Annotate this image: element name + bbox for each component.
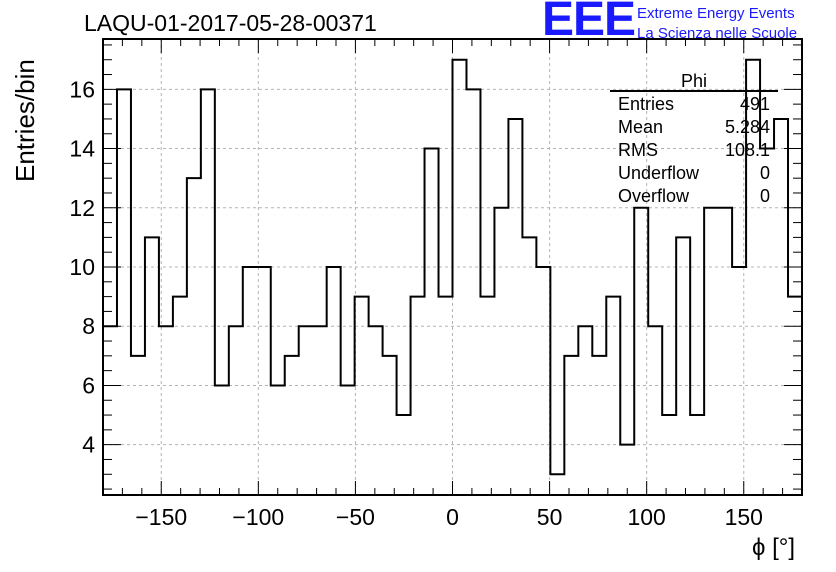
stats-box-value: 0 (760, 186, 770, 206)
histogram-bin (592, 356, 606, 495)
histogram-bin (173, 297, 187, 495)
histogram-bin (690, 415, 704, 495)
histogram-bin (536, 267, 550, 495)
histogram-bin (411, 297, 425, 495)
y-tick-label: 4 (82, 432, 95, 458)
histogram-bin (145, 237, 159, 495)
histogram-bin (355, 297, 369, 495)
histogram-bin (271, 385, 285, 495)
histogram-bin (564, 356, 578, 495)
histogram-bin (662, 415, 676, 495)
histogram-outline (103, 58, 802, 476)
histogram-bin (327, 267, 341, 495)
histogram-bin (732, 267, 746, 495)
histogram-bin (425, 149, 439, 495)
axis-ticks (102, 39, 803, 495)
stats-box-label: RMS (618, 140, 658, 160)
eee-logo: EEE (542, 0, 636, 46)
histogram-bin (117, 89, 131, 495)
stats-box-value: 491 (740, 94, 770, 114)
histogram-bin (522, 237, 536, 495)
histogram-bin (718, 208, 732, 495)
x-tick-label: 100 (627, 504, 665, 530)
stats-box-label: Underflow (618, 163, 700, 183)
histogram-bin (131, 356, 145, 495)
histogram-bin (215, 385, 229, 495)
histogram-bin (494, 208, 508, 495)
histogram-bin (383, 356, 397, 495)
histogram-bin (676, 237, 690, 495)
histogram-bin (103, 326, 117, 495)
y-tick-label: 12 (69, 195, 95, 221)
logo-caption-line1: Extreme Energy Events (637, 5, 795, 22)
histogram-bin (453, 60, 467, 495)
x-axis-label: ϕ [°] (752, 534, 796, 561)
y-tick-label: 10 (69, 254, 95, 280)
stats-box: Phi Entries 491 Mean 5.284 RMS 108.1 Underflow 0… (610, 71, 778, 206)
histogram-bin (299, 326, 313, 495)
stats-box-label: Overflow (618, 186, 690, 206)
histogram-series (103, 58, 802, 495)
y-tick-label: 8 (82, 313, 95, 339)
stats-box-title: Phi (681, 71, 707, 91)
histogram-bin (578, 326, 592, 495)
x-tick-label: 0 (446, 504, 459, 530)
histogram-bin (620, 445, 634, 495)
x-tick-label: 150 (725, 504, 763, 530)
histogram-bin (243, 267, 257, 495)
stats-box-value: 108.1 (725, 140, 770, 160)
histogram-bin (229, 326, 243, 495)
y-axis-label: Entries/bin (10, 59, 40, 182)
histogram-bin (187, 178, 201, 495)
histogram-bin (774, 119, 788, 495)
stats-box-value: 5.284 (725, 117, 770, 137)
histogram-bin (550, 474, 564, 495)
histogram-bin (397, 415, 411, 495)
x-tick-label: −150 (135, 504, 187, 530)
histogram-bin (480, 297, 494, 495)
y-tick-label: 16 (69, 76, 95, 102)
histogram-bin (369, 326, 383, 495)
histogram-bin (313, 326, 327, 495)
stats-box-label: Entries (618, 94, 674, 114)
stats-box-value: 0 (760, 163, 770, 183)
x-tick-label: −100 (232, 504, 284, 530)
histogram-bin (439, 297, 453, 495)
y-tick-label: 14 (69, 136, 95, 162)
histogram-bin (466, 89, 480, 495)
tick-labels: −150 −100 −50 0 50 100 150 4 6 8 10 12 14 16 (69, 76, 763, 530)
x-tick-label: 50 (537, 504, 563, 530)
stats-box-label: Mean (618, 117, 663, 137)
histogram-bin (634, 208, 648, 495)
histogram-bin (159, 326, 173, 495)
histogram-bin (257, 267, 271, 495)
histogram-bin (341, 385, 355, 495)
histogram-bin (606, 297, 620, 495)
histogram-bin (704, 208, 718, 495)
y-tick-label: 6 (82, 372, 95, 398)
histogram-bin (648, 326, 662, 495)
chart-title: LAQU-01-2017-05-28-00371 (84, 10, 377, 36)
histogram-bin (285, 356, 299, 495)
logo-caption-line2: La Scienza nelle Scuole (637, 25, 798, 42)
x-tick-label: −50 (336, 504, 375, 530)
histogram-bin (508, 119, 522, 495)
histogram-bin (201, 89, 215, 495)
